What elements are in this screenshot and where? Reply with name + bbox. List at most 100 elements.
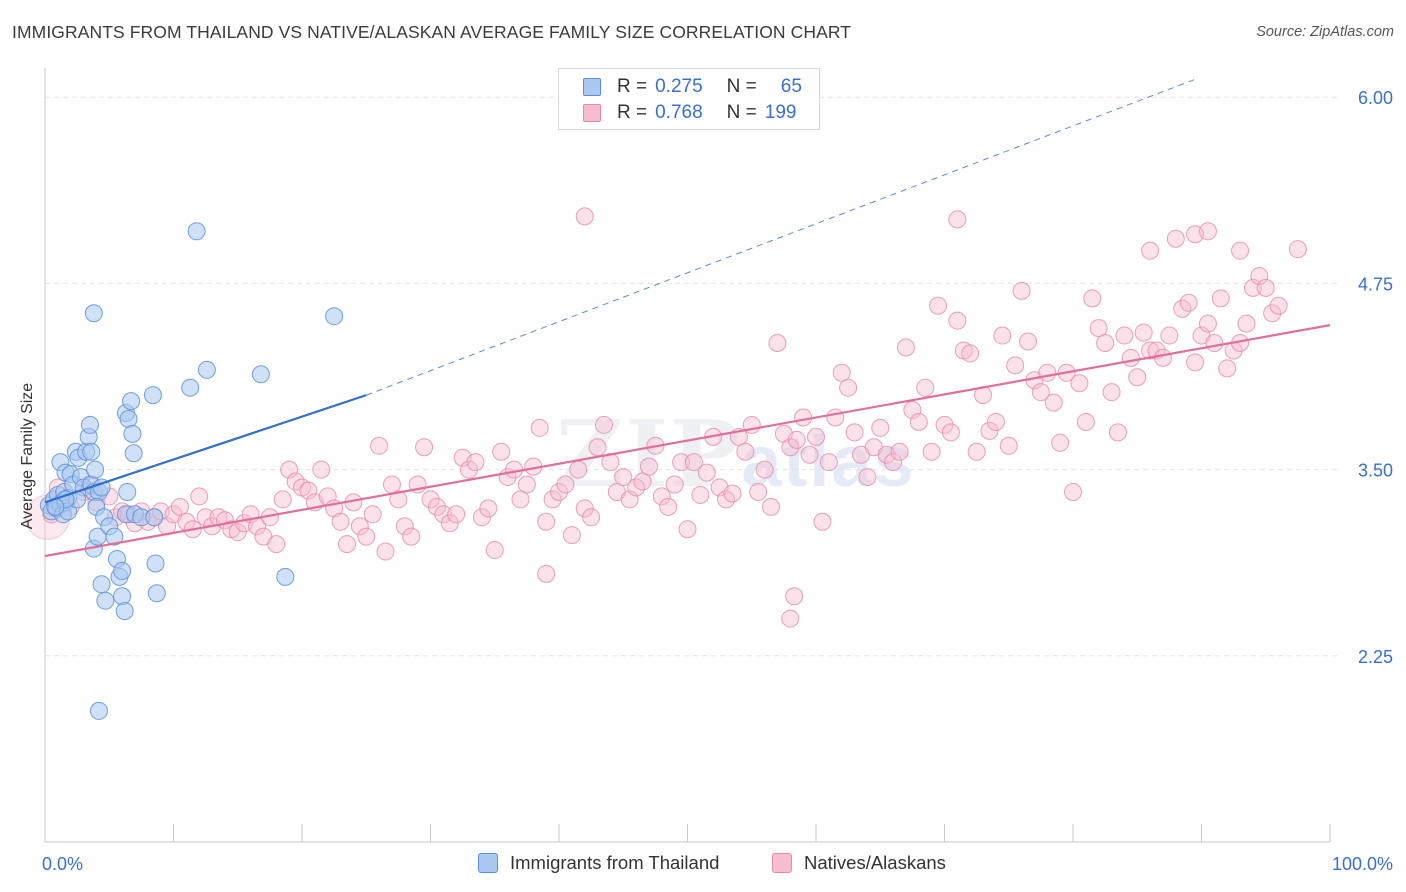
- chart-title: IMMIGRANTS FROM THAILAND VS NATIVE/ALASK…: [12, 22, 852, 42]
- point-thailand: [86, 460, 105, 479]
- point-natives: [1083, 289, 1102, 308]
- point-natives: [781, 609, 800, 628]
- point-natives: [736, 442, 755, 461]
- point-natives: [785, 587, 804, 606]
- point-natives: [1160, 326, 1179, 345]
- point-natives: [350, 517, 369, 536]
- x-tick-label: 0.0%: [42, 854, 83, 874]
- legend-n-value: 199: [764, 102, 797, 123]
- point-natives: [575, 207, 594, 226]
- point-natives: [466, 453, 485, 472]
- legend-item-natives[interactable]: Natives/Alaskans: [772, 852, 946, 874]
- point-natives: [1243, 278, 1262, 297]
- point-natives: [1051, 433, 1070, 452]
- legend-swatch-natives: [583, 104, 601, 122]
- point-natives: [1102, 383, 1121, 402]
- point-natives: [1031, 383, 1050, 402]
- point-natives: [363, 505, 382, 524]
- point-natives: [472, 508, 491, 527]
- legend-item-thailand[interactable]: Immigrants from Thailand: [478, 852, 719, 874]
- point-natives: [980, 421, 999, 440]
- point-natives: [1070, 374, 1089, 393]
- point-natives: [267, 535, 286, 554]
- point-natives: [871, 418, 890, 437]
- point-thailand: [143, 386, 162, 405]
- point-natives: [1218, 359, 1237, 378]
- point-natives: [337, 535, 356, 554]
- point-natives: [781, 438, 800, 457]
- point-natives: [1211, 289, 1230, 308]
- point-natives: [794, 408, 813, 427]
- y-tick-label: 3.50: [1358, 461, 1393, 481]
- point-natives: [620, 490, 639, 509]
- legend-r-value: 0.768: [655, 102, 703, 123]
- point-natives: [1141, 241, 1160, 260]
- x-tick-label: 100.0%: [1332, 854, 1393, 874]
- point-thailand: [145, 508, 164, 527]
- legend-n-label: N =: [726, 76, 757, 97]
- point-natives: [832, 363, 851, 382]
- point-natives: [550, 482, 568, 501]
- point-natives: [929, 296, 948, 315]
- point-natives: [1179, 293, 1198, 312]
- point-natives: [884, 453, 903, 472]
- point-natives: [986, 412, 1005, 431]
- point-thailand: [122, 392, 141, 411]
- point-natives: [961, 344, 980, 363]
- point-natives: [1012, 281, 1031, 300]
- point-thailand: [147, 584, 166, 603]
- point-natives: [903, 401, 922, 420]
- point-natives: [556, 475, 575, 494]
- point-natives: [575, 499, 594, 518]
- legend-swatch-thailand: [478, 853, 498, 873]
- point-natives: [447, 505, 466, 524]
- point-thailand: [119, 409, 138, 428]
- point-natives: [479, 499, 498, 518]
- point-natives: [492, 442, 511, 461]
- point-natives: [170, 497, 189, 516]
- legend-swatch-thailand: [583, 78, 601, 96]
- point-natives: [614, 468, 633, 487]
- legend-label-natives: Natives/Alaskans: [804, 852, 946, 873]
- trendline-natives: [44, 324, 1331, 558]
- point-natives: [415, 438, 434, 457]
- legend-row-thailand: R = 0.275 N = 65: [583, 75, 802, 99]
- legend-row-natives: R = 0.768 N = 199: [583, 101, 796, 125]
- legend-n-value: 65: [780, 76, 802, 97]
- point-natives: [1166, 229, 1185, 248]
- point-natives: [530, 418, 549, 437]
- point-thailand: [113, 587, 132, 606]
- point-natives: [948, 311, 967, 330]
- point-natives: [839, 378, 858, 397]
- point-natives: [1108, 423, 1127, 442]
- point-natives: [1128, 368, 1147, 387]
- point-natives: [1250, 266, 1269, 285]
- point-natives: [434, 505, 453, 524]
- point-natives: [691, 485, 710, 504]
- point-thailand: [118, 482, 137, 501]
- point-thailand: [181, 378, 200, 397]
- y-axis-label: Average Family Size: [19, 382, 36, 530]
- point-natives: [813, 512, 832, 531]
- point-natives: [1076, 412, 1095, 431]
- point-natives: [684, 453, 703, 472]
- point-natives: [819, 453, 838, 472]
- point-natives: [633, 472, 652, 491]
- point-natives: [190, 487, 209, 506]
- point-natives: [697, 463, 716, 482]
- point-thailand: [124, 444, 143, 463]
- point-thailand: [276, 567, 295, 586]
- point-natives: [1134, 323, 1153, 342]
- point-natives: [543, 490, 562, 509]
- point-natives: [652, 487, 671, 506]
- watermark-main: ZIP: [556, 400, 742, 508]
- point-natives: [1121, 348, 1140, 367]
- series-legend: Immigrants from Thailand Natives/Alaskan…: [0, 852, 1406, 878]
- point-natives: [967, 442, 986, 461]
- point-natives: [941, 423, 960, 442]
- point-natives: [807, 427, 825, 446]
- correlation-legend: R = 0.275 N = 65 R = 0.768 N = 199: [558, 68, 820, 130]
- point-natives: [659, 497, 678, 516]
- point-natives: [1256, 278, 1275, 297]
